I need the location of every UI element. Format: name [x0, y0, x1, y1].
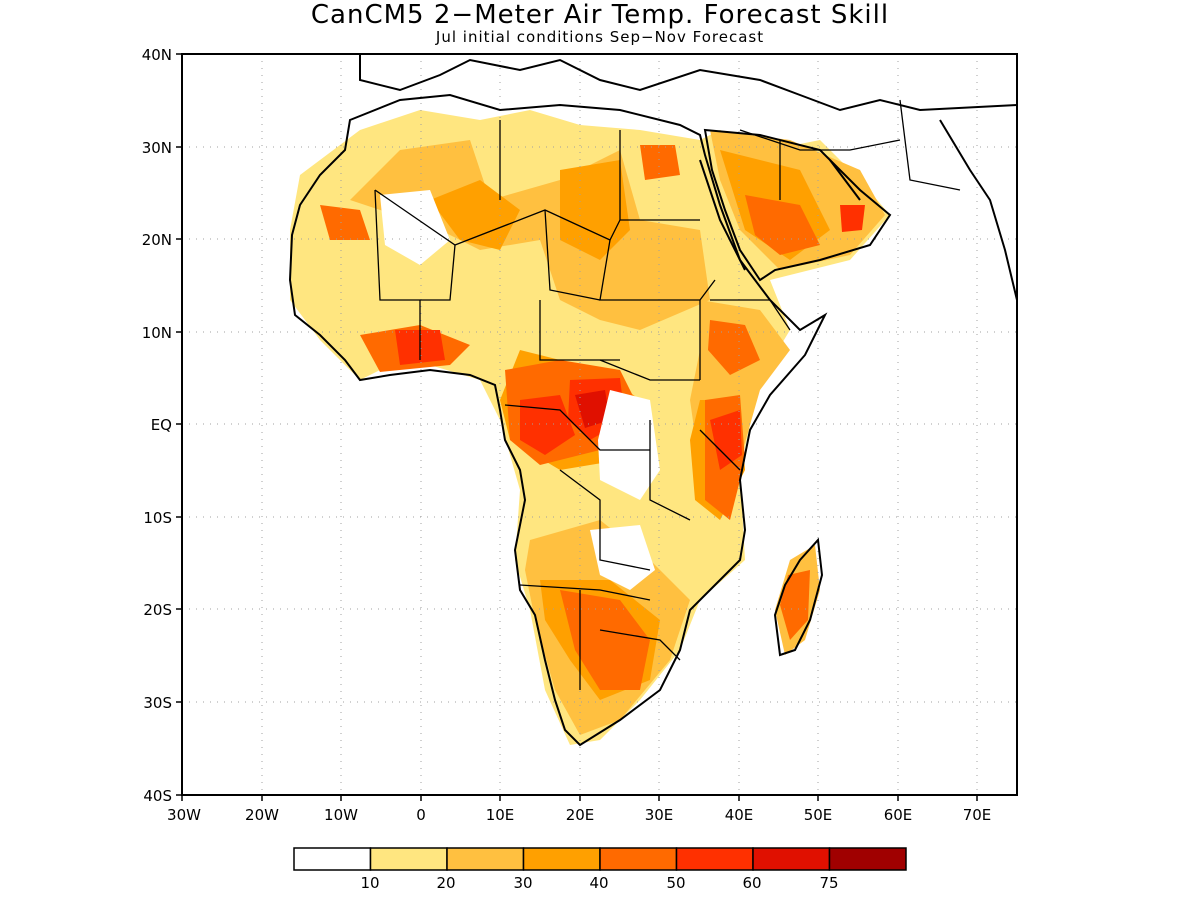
- lon-label: 30E: [645, 806, 674, 824]
- map-subtitle: Jul initial conditions Sep−Nov Forecast: [435, 28, 765, 46]
- africa-coastline: [288, 93, 828, 747]
- lat-label: EQ: [151, 416, 172, 434]
- colorbar-label: 75: [819, 874, 838, 892]
- skill-region-50-6: [560, 590, 650, 690]
- colorbar-label: 50: [666, 874, 685, 892]
- map-title: CanCM5 2−Meter Air Temp. Forecast Skill: [310, 0, 890, 30]
- red-sea-coast: [699, 159, 746, 271]
- colorbar: 10 20 30 40 50 60 75: [293, 847, 907, 892]
- lat-label: 30N: [142, 139, 172, 157]
- gulf-coast: [829, 159, 861, 201]
- colorbar-box: [599, 847, 678, 871]
- skill-region-low-2: [598, 390, 660, 500]
- lon-label: 50E: [804, 806, 833, 824]
- skill-region-low-1: [380, 190, 450, 265]
- skill-shading: [290, 110, 890, 745]
- colorbar-label: 10: [360, 874, 379, 892]
- colorbar-box: [828, 847, 907, 871]
- skill-region-60-4: [710, 410, 742, 470]
- lon-label: 0: [416, 806, 426, 824]
- colorbar-box: [446, 847, 525, 871]
- madagascar-coastline: [773, 537, 824, 657]
- skill-region-orange-1: [430, 180, 520, 250]
- lon-label: 60E: [884, 806, 913, 824]
- europe-coastline: [359, 54, 1017, 112]
- skill-region-50-7: [708, 320, 760, 375]
- colorbar-label: 60: [742, 874, 761, 892]
- skill-region-60-5: [840, 205, 865, 232]
- colorbar-box: [675, 847, 754, 871]
- lon-label: 20W: [245, 806, 279, 824]
- skill-region-50-9: [640, 145, 680, 180]
- colorbar-box: [369, 847, 448, 871]
- colorbar-labels: 10 20 30 40 50 60 75: [360, 874, 838, 892]
- lat-label: 40N: [142, 46, 172, 64]
- colorbar-box: [522, 847, 601, 871]
- lat-label: 10N: [142, 324, 172, 342]
- skill-region-50-3: [320, 205, 370, 240]
- skill-region-low-3: [590, 525, 655, 590]
- lat-labels: 40N 30N 20N 10N EQ 10S 20S 30S 40S: [142, 46, 172, 805]
- colorbar-label: 40: [589, 874, 608, 892]
- lon-label: 30W: [167, 806, 201, 824]
- lon-label: 10W: [324, 806, 358, 824]
- skill-region-75: [575, 390, 610, 428]
- colorbar-box: [752, 847, 831, 871]
- lon-label: 70E: [963, 806, 992, 824]
- lat-label: 10S: [143, 509, 172, 527]
- axis-ticks: [176, 53, 978, 801]
- skill-region-50-8: [780, 570, 810, 640]
- lon-labels: 30W 20W 10W 0 10E 20E 30E 40E 50E 60E 70…: [167, 806, 991, 824]
- lon-label: 20E: [566, 806, 595, 824]
- lat-label: 40S: [143, 787, 172, 805]
- colorbar-label: 30: [513, 874, 532, 892]
- country-borders: [374, 99, 961, 690]
- lat-label: 20S: [143, 601, 172, 619]
- skill-region-60-1: [520, 395, 575, 455]
- lon-label: 10E: [486, 806, 515, 824]
- skill-region-50-4: [745, 195, 820, 255]
- lon-label: 40E: [725, 806, 754, 824]
- lat-label: 30S: [143, 694, 172, 712]
- lat-label: 20N: [142, 231, 172, 249]
- india-coastline: [939, 119, 1017, 301]
- colorbar-boxes: [293, 847, 907, 871]
- colorbar-label: 20: [436, 874, 455, 892]
- colorbar-box: [293, 847, 372, 871]
